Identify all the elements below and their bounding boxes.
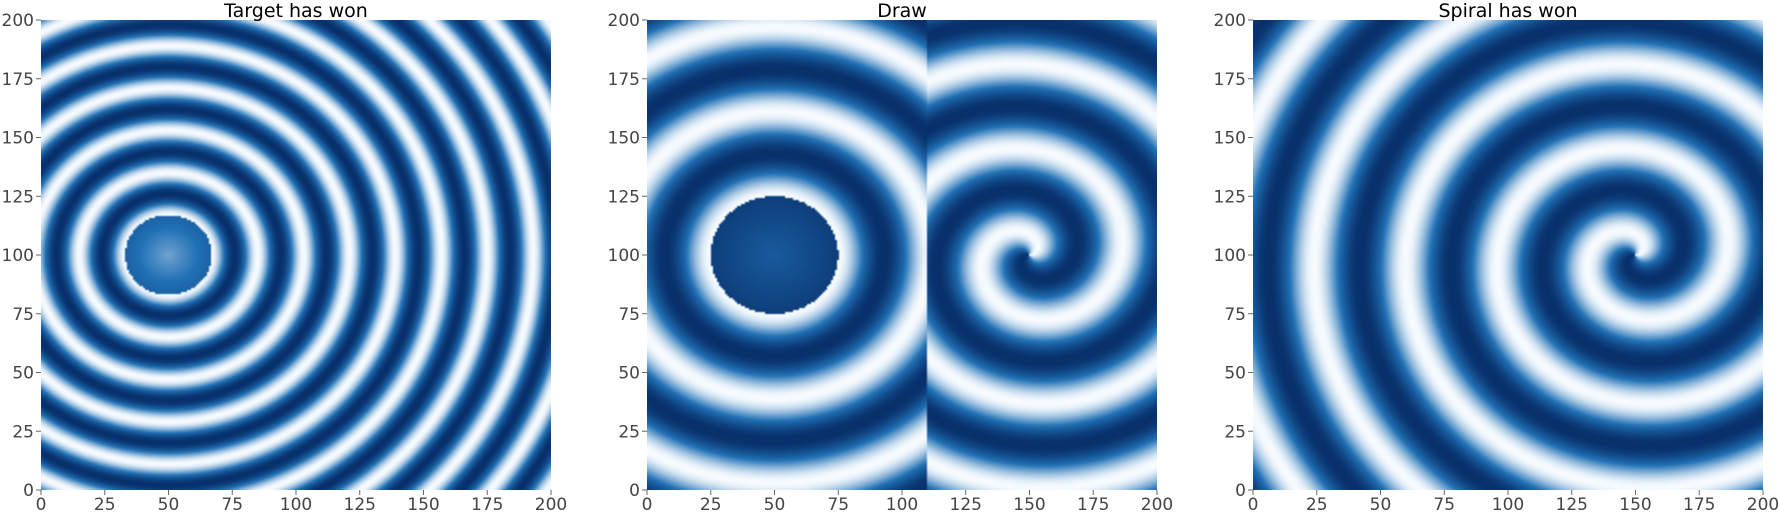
y-tick-label: 0 [23,481,34,501]
x-tick-label: 125 [344,495,376,515]
y-tick-label: 175 [2,70,34,90]
x-tick-label: 150 [1619,495,1651,515]
y-tick-label: 25 [1224,422,1246,442]
y-tick-label: 175 [608,70,640,90]
x-tick-label: 175 [1683,495,1715,515]
x-tick-label: 200 [1747,495,1779,515]
y-tick-label: 100 [608,246,640,266]
chart-title: Draw [877,0,927,22]
x-tick-label: 150 [1013,495,1045,515]
x-tick-label: 25 [94,495,116,515]
chart-panel: Target has won 0 25 50 75 100 125 150 175 200 0 25 5… [2,0,568,515]
x-tick-label: 125 [950,495,982,515]
chart-panel: Spiral has won 0 25 50 75 100 125 150 175 200 0 25 5… [1214,0,1780,515]
x-tick-label: 50 [1370,495,1392,515]
y-tick-label: 200 [608,11,640,31]
chart-title: Spiral has won [1438,0,1577,22]
x-tick-label: 125 [1556,495,1588,515]
y-tick-label: 0 [1235,481,1246,501]
x-tick-label: 0 [36,495,47,515]
y-tick-label: 150 [608,129,640,149]
y-tick-label: 100 [2,246,34,266]
x-tick-label: 100 [886,495,918,515]
x-tick-label: 0 [1248,495,1259,515]
y-tick-label: 25 [618,422,640,442]
y-tick-label: 75 [1224,305,1246,325]
x-tick-label: 100 [1492,495,1524,515]
x-tick-label: 50 [764,495,786,515]
x-tick-label: 50 [158,495,180,515]
x-tick-label: 200 [535,495,567,515]
x-tick-label: 75 [221,495,243,515]
y-tick-label: 75 [618,305,640,325]
heatmap-image [647,20,1157,490]
chart-title: Target has won [223,0,368,22]
x-tick-label: 175 [471,495,503,515]
y-tick-label: 175 [1214,70,1246,90]
x-tick-label: 150 [407,495,439,515]
x-tick-label: 25 [1306,495,1328,515]
x-tick-label: 0 [642,495,653,515]
y-tick-label: 0 [629,481,640,501]
heatmap-image [41,20,551,490]
y-tick-label: 150 [2,129,34,149]
x-tick-label: 25 [700,495,722,515]
chart-panel: Draw 0 25 50 75 100 125 150 175 200 0 25 50 75 100 125 1… [608,0,1174,515]
y-tick-label: 75 [12,305,34,325]
y-tick-label: 100 [1214,246,1246,266]
x-tick-label: 75 [827,495,849,515]
x-tick-label: 175 [1077,495,1109,515]
y-tick-label: 125 [1214,187,1246,207]
y-tick-label: 125 [2,187,34,207]
x-tick-label: 200 [1141,495,1173,515]
y-tick-label: 125 [608,187,640,207]
y-tick-label: 50 [1224,364,1246,384]
y-tick-label: 200 [2,11,34,31]
x-tick-label: 75 [1433,495,1455,515]
x-tick-label: 100 [280,495,312,515]
y-tick-label: 25 [12,422,34,442]
y-tick-label: 50 [12,364,34,384]
y-tick-label: 150 [1214,129,1246,149]
y-tick-label: 50 [618,364,640,384]
heatmap-image [1253,20,1763,490]
y-tick-label: 200 [1214,11,1246,31]
